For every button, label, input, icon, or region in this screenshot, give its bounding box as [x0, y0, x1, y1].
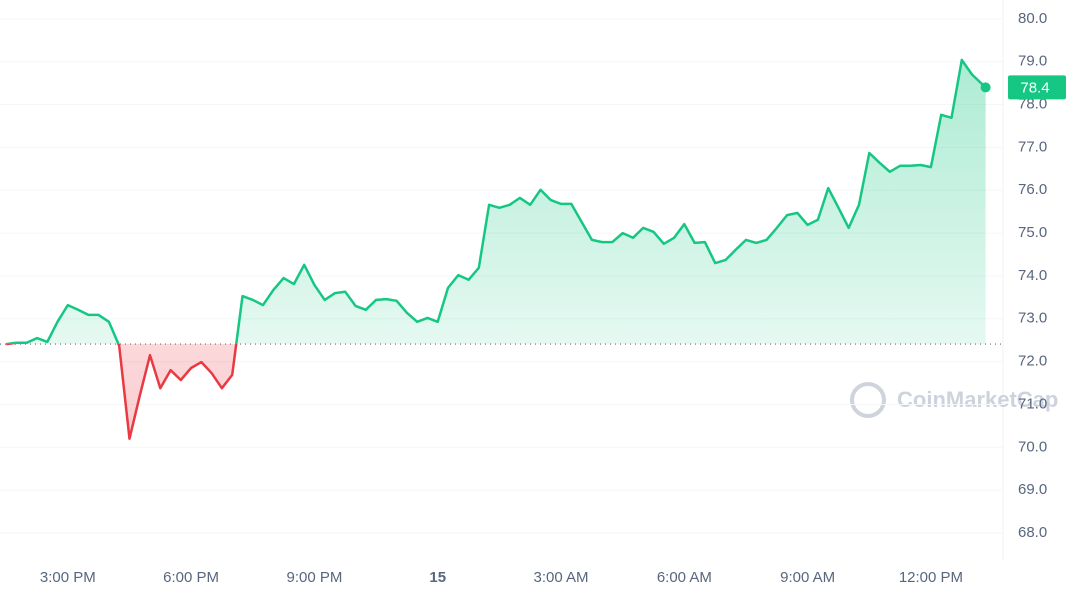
area-up — [6, 60, 986, 345]
x-tick-label: 3:00 PM — [40, 569, 96, 586]
y-tick-label: 71.0 — [1018, 395, 1047, 412]
y-tick-label: 68.0 — [1018, 524, 1047, 541]
watermark-text: CoinMarketCap — [897, 387, 1058, 412]
x-tick-label: 9:00 AM — [780, 569, 835, 586]
x-tick-label: 15 — [429, 569, 446, 586]
y-tick-label: 74.0 — [1018, 267, 1047, 284]
x-tick-label: 3:00 AM — [534, 569, 589, 586]
x-tick-label: 6:00 AM — [657, 569, 712, 586]
watermark: CoinMarketCap — [850, 382, 1058, 418]
y-tick-label: 69.0 — [1018, 481, 1047, 498]
y-tick-label: 79.0 — [1018, 53, 1047, 70]
y-tick-label: 76.0 — [1018, 181, 1047, 198]
x-tick-label: 6:00 PM — [163, 569, 219, 586]
x-tick-label: 12:00 PM — [899, 569, 963, 586]
price-tag-label: 78.4 — [1020, 79, 1049, 96]
y-tick-label: 72.0 — [1018, 353, 1047, 370]
price-tag — [1008, 75, 1066, 100]
line-up — [6, 58, 987, 345]
logo — [850, 382, 886, 418]
x-tick-label: 9:00 PM — [286, 569, 342, 586]
y-tick-label: 78.0 — [1018, 96, 1047, 113]
line-down — [6, 344, 238, 440]
y-tick-label: 80.0 — [1018, 10, 1047, 27]
last-point — [980, 82, 991, 93]
y-tick-label: 75.0 — [1018, 224, 1047, 241]
y-tick-label: 70.0 — [1018, 438, 1047, 455]
y-tick-label: 73.0 — [1018, 310, 1047, 327]
y-tick-label: 77.0 — [1018, 138, 1047, 155]
